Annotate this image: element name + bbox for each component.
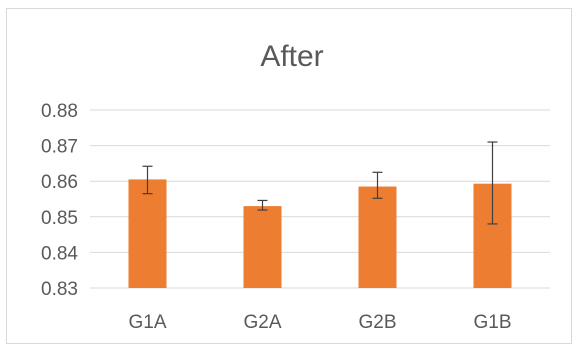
- error-bar-g1a: [142, 165, 153, 195]
- bar-g2a: [243, 206, 282, 288]
- bars: [128, 179, 512, 288]
- x-tick-label-g2a: G2A: [243, 312, 281, 333]
- x-tick-label-g1a: G1A: [128, 312, 166, 333]
- x-tick-label-g1b: G1B: [473, 312, 511, 333]
- error-bar-g2a: [257, 199, 268, 211]
- bar-g2b: [358, 186, 397, 288]
- y-tick-label-2: 0.85: [41, 208, 78, 229]
- gridlines: [90, 109, 550, 289]
- error-bars: [142, 141, 498, 225]
- bar-g1a: [128, 179, 167, 288]
- y-tick-label-1: 0.84: [41, 243, 78, 264]
- y-tick-label-4: 0.87: [41, 137, 78, 158]
- y-axis-tick-labels: 0.83 0.84 0.85 0.86 0.87 0.88: [41, 101, 78, 300]
- chart-title: After: [260, 40, 323, 73]
- x-tick-label-g2b: G2B: [358, 312, 396, 333]
- y-tick-label-0: 0.83: [41, 279, 78, 300]
- y-tick-label-3: 0.86: [41, 172, 78, 193]
- x-axis-tick-labels: G1A G2A G2B G1B: [128, 312, 511, 333]
- y-tick-label-5: 0.88: [41, 101, 78, 122]
- error-bar-g1b: [487, 141, 498, 225]
- error-bar-g2b: [372, 171, 383, 199]
